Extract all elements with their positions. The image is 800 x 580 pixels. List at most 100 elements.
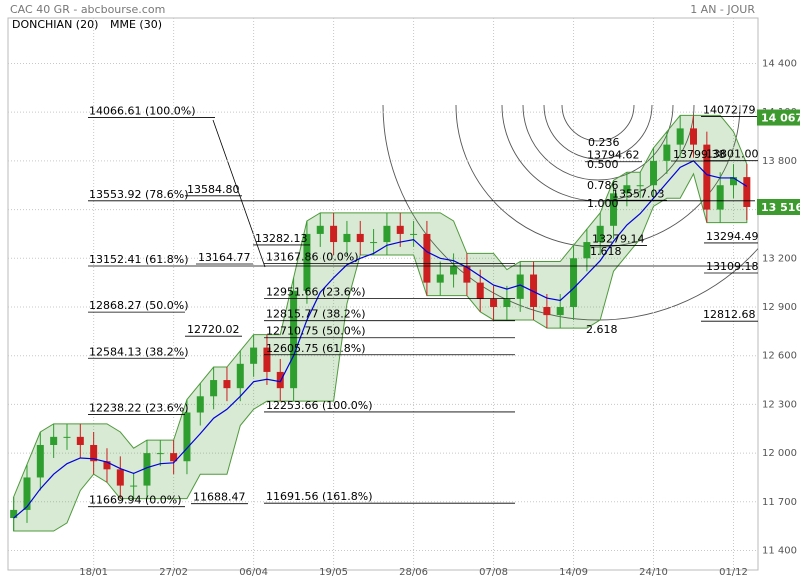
plot-layer: [8, 18, 758, 570]
candle-body: [716, 185, 724, 210]
price-tag-label: 14 067: [761, 112, 800, 125]
level-label: 13794.62: [587, 149, 640, 162]
candle-body: [636, 185, 644, 187]
fib-label: 12951.66 (23.6%): [266, 286, 366, 299]
legend-entry: MME (30): [110, 18, 162, 31]
candle-body: [476, 282, 484, 299]
fan-arc: [382, 104, 758, 321]
candle-body: [290, 290, 298, 389]
candle-body: [330, 225, 338, 243]
candle-body: [503, 298, 511, 307]
fan-arc: [522, 104, 674, 181]
price-tag: [757, 109, 800, 126]
x-tick-label: 07/08: [479, 567, 508, 578]
x-tick-label: 24/10: [639, 567, 668, 578]
donchian-band: [13, 114, 748, 532]
x-tick-label: 27/02: [159, 567, 188, 578]
trend-line: [212, 119, 266, 268]
plot-frame: [7, 17, 759, 571]
candle-body: [463, 266, 471, 283]
fan-label: 1.000: [587, 197, 619, 210]
candle-body: [383, 225, 391, 243]
candle-body: [730, 177, 738, 186]
x-tick-label: 06/04: [239, 567, 268, 578]
candle-body: [276, 371, 284, 389]
candle-body: [623, 185, 631, 194]
candle-body: [76, 436, 84, 445]
candle-body: [676, 128, 684, 145]
candle-body: [90, 444, 98, 462]
candle-body: [516, 274, 524, 299]
candle-body: [196, 396, 204, 413]
candle-body: [490, 298, 498, 307]
candle-body: [650, 160, 658, 186]
candle-body: [370, 242, 378, 244]
candle-body: [130, 485, 138, 487]
fib-label: 13553.92 (78.6%): [89, 188, 189, 201]
y-tick-label: 13 200: [762, 253, 797, 264]
candle-body: [156, 453, 164, 455]
candle-body: [450, 266, 458, 275]
candle-body: [10, 509, 18, 519]
level-label: 13584.80: [187, 183, 240, 196]
legend-entry: DONCHIAN (20): [12, 18, 98, 31]
y-tick-label: 12 300: [762, 399, 797, 410]
price-tag: [757, 198, 800, 215]
fib-label: 11691.56 (161.8%): [266, 490, 373, 503]
candle-body: [316, 225, 324, 234]
level-label: 13801.00: [706, 148, 759, 161]
candle-body: [423, 233, 431, 283]
candle-body: [36, 444, 44, 478]
candle-body: [570, 258, 578, 307]
candle-body: [543, 306, 551, 316]
chart-title: CAC 40 GR - abcbourse.com: [10, 3, 165, 16]
x-tick-label: 28/06: [399, 567, 428, 578]
candle-body: [23, 477, 31, 510]
fan-label: 0.500: [587, 158, 619, 171]
candle-body: [223, 380, 231, 389]
candle-body: [170, 453, 178, 462]
fan-label: 0.786: [587, 179, 619, 192]
y-tick-label: 14 400: [762, 58, 797, 69]
fan-arc: [561, 104, 635, 142]
level-label: 13282.13: [255, 232, 308, 245]
y-tick-label: 12 600: [762, 351, 797, 362]
candle-body: [250, 347, 258, 364]
fan-label: 2.618: [586, 323, 618, 336]
candle-body: [236, 363, 244, 389]
candle-body: [690, 128, 698, 145]
fib-label: 13167.86 (0.0%): [266, 251, 359, 264]
level-label: 13164.77: [198, 251, 251, 264]
candle-body: [610, 193, 618, 226]
y-tick-label: 12 900: [762, 302, 797, 313]
candle-body: [263, 347, 271, 372]
level-label: 13799.38: [673, 148, 726, 161]
candle-body: [210, 380, 218, 397]
level-label: 13557.03: [612, 187, 665, 200]
candle-body: [703, 144, 711, 210]
level-label: 13294.49: [706, 230, 759, 243]
candle-body: [63, 436, 71, 438]
candle-body: [103, 461, 111, 470]
y-tick-label: 11 400: [762, 546, 797, 557]
y-tick-label: 11 700: [762, 497, 797, 508]
fan-label: 1.618: [590, 245, 622, 258]
fan-arc: [455, 104, 741, 248]
candle-body: [583, 242, 591, 259]
chart-subtitle: 1 AN - JOUR: [690, 3, 755, 16]
fib-label: 12710.75 (50.0%): [266, 325, 366, 338]
candle-body: [410, 233, 418, 235]
candle-body: [116, 469, 124, 486]
fib-label: 12238.22 (23.6%): [89, 401, 189, 414]
fan-arc: [543, 104, 653, 160]
candle-body: [303, 233, 311, 291]
fib-label: 12815.77 (38.2%): [266, 308, 366, 321]
fan-arcs: [212, 104, 758, 321]
candle-body: [343, 233, 351, 243]
fib-label: 11669.94 (0.0%): [89, 494, 182, 507]
fib-label: 12253.66 (100.0%): [266, 399, 373, 412]
candle-body: [596, 225, 604, 243]
candle-body: [143, 453, 151, 486]
level-label: 11688.47: [193, 491, 246, 504]
